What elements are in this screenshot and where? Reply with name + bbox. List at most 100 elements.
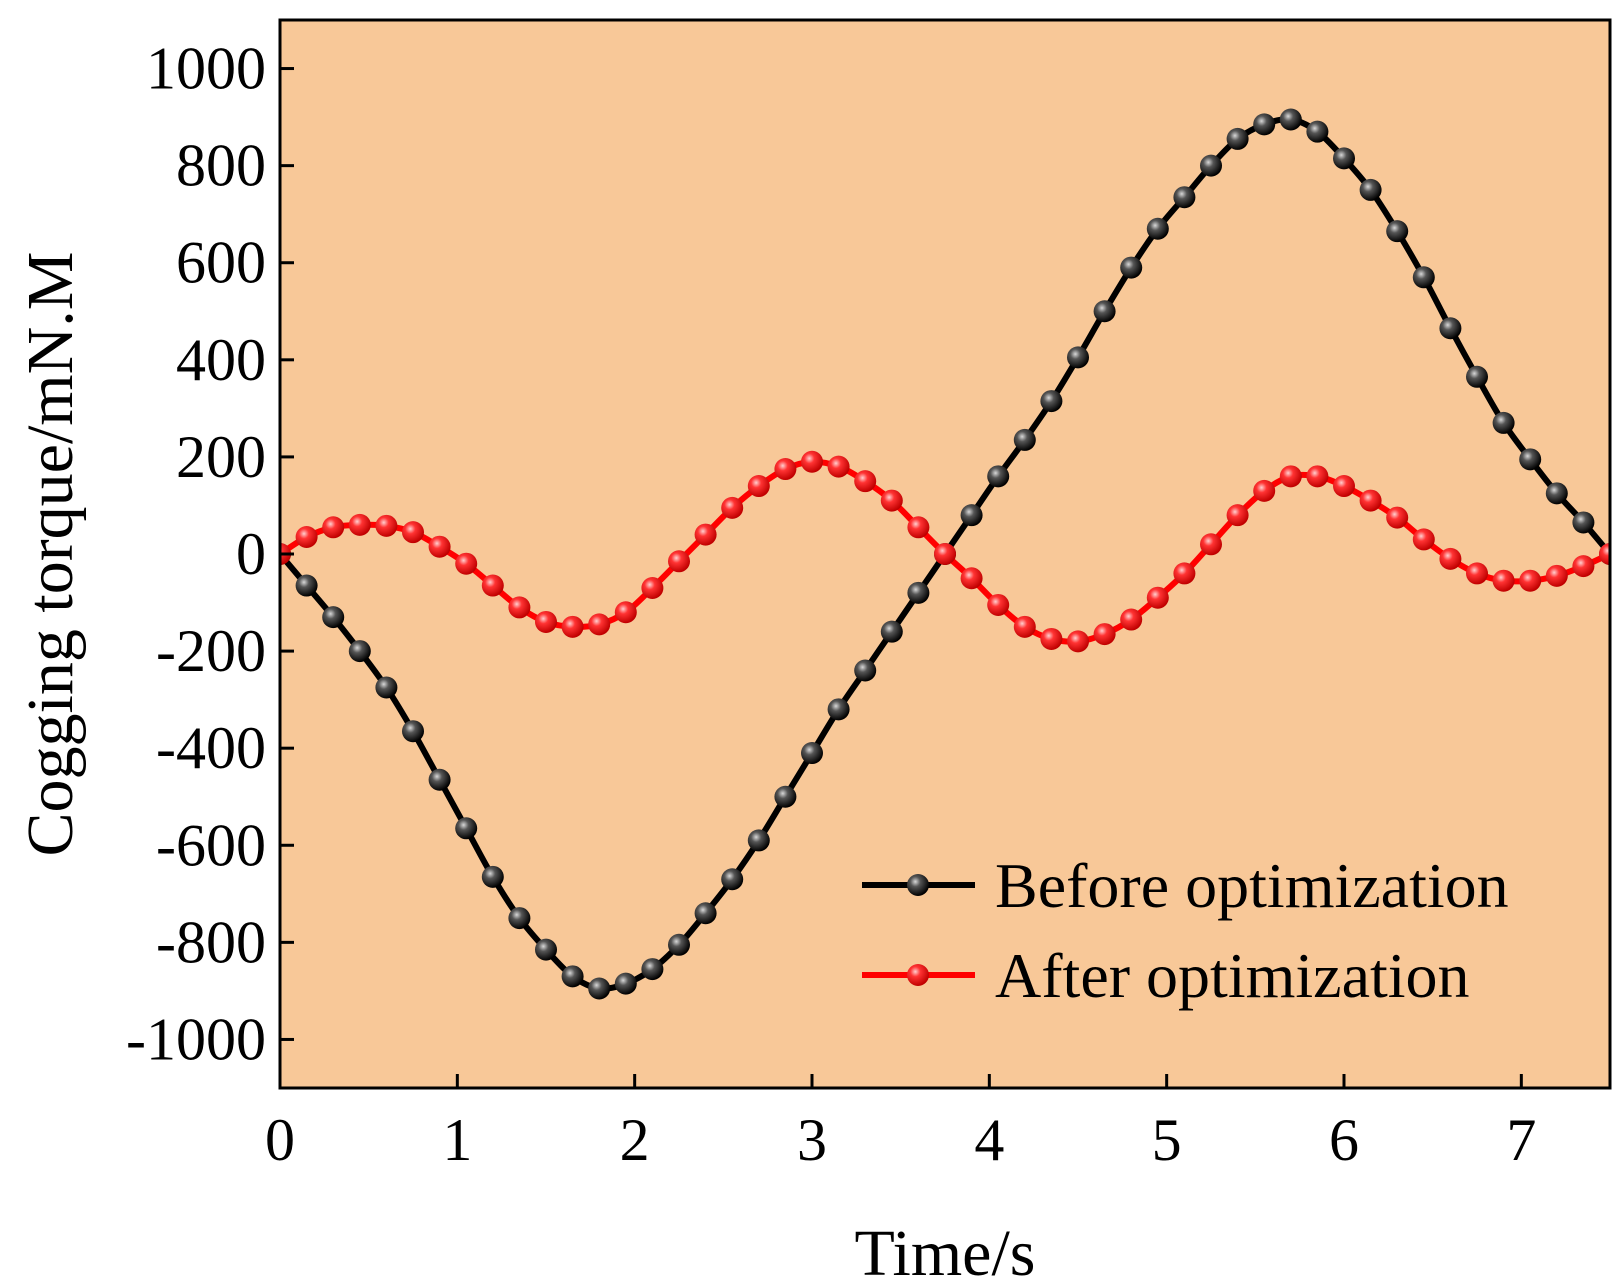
data-point-after-optimization	[1599, 543, 1610, 565]
data-point-before-optimization	[960, 504, 983, 527]
data-point-after-optimization	[428, 535, 451, 558]
data-point-before-optimization	[1173, 186, 1196, 209]
data-point-before-optimization	[1545, 482, 1568, 505]
data-point-after-optimization	[481, 574, 504, 597]
data-point-after-optimization	[1146, 586, 1169, 609]
data-point-before-optimization	[987, 465, 1010, 488]
data-point-after-optimization	[561, 615, 584, 638]
x-tick-label: 7	[1506, 1107, 1536, 1173]
data-point-after-optimization	[1279, 465, 1302, 488]
data-point-before-optimization	[1333, 147, 1355, 170]
data-point-after-optimization	[1439, 547, 1462, 570]
y-tick-label: 600	[176, 230, 266, 296]
data-point-after-optimization	[1253, 479, 1276, 502]
data-point-after-optimization	[1173, 562, 1196, 585]
data-point-before-optimization	[1040, 390, 1063, 413]
data-point-before-optimization	[481, 865, 504, 888]
data-point-before-optimization	[721, 868, 744, 891]
data-point-before-optimization	[1439, 317, 1462, 340]
data-point-after-optimization	[295, 526, 318, 549]
data-point-after-optimization	[375, 514, 398, 537]
legend-label-before-optimization: Before optimization	[995, 850, 1509, 921]
data-point-after-optimization	[1492, 569, 1515, 592]
y-tick-label: 200	[176, 424, 266, 490]
data-point-before-optimization	[1146, 217, 1169, 240]
data-point-after-optimization	[987, 593, 1010, 616]
data-point-after-optimization	[641, 576, 664, 599]
data-point-before-optimization	[827, 698, 850, 721]
data-point-after-optimization	[348, 513, 371, 536]
data-point-after-optimization	[588, 613, 611, 636]
data-point-after-optimization	[721, 496, 744, 519]
data-point-after-optimization	[322, 516, 345, 539]
data-point-before-optimization	[880, 620, 903, 643]
data-point-after-optimization	[801, 450, 823, 473]
data-point-after-optimization	[934, 543, 956, 565]
y-tick-label: -200	[156, 618, 266, 684]
y-tick-label: 1000	[146, 36, 266, 102]
x-tick-label: 5	[1152, 1107, 1182, 1173]
data-point-after-optimization	[880, 489, 903, 512]
data-point-before-optimization	[641, 958, 664, 981]
x-tick-label: 3	[797, 1107, 827, 1173]
data-point-before-optimization	[1200, 154, 1222, 177]
data-point-after-optimization	[1040, 627, 1063, 650]
data-point-before-optimization	[1306, 120, 1329, 143]
data-point-before-optimization	[1359, 178, 1382, 201]
data-point-before-optimization	[854, 659, 877, 682]
data-point-after-optimization	[1359, 489, 1382, 512]
data-point-before-optimization	[535, 938, 557, 961]
data-point-after-optimization	[1386, 506, 1409, 529]
data-point-before-optimization	[907, 581, 930, 604]
data-point-after-optimization	[1412, 528, 1435, 551]
data-point-after-optimization	[455, 552, 478, 575]
data-point-before-optimization	[348, 640, 371, 663]
y-tick-label: 0	[236, 521, 266, 587]
y-tick-label: -600	[156, 812, 266, 878]
data-point-after-optimization	[907, 516, 930, 539]
data-point-before-optimization	[561, 965, 584, 988]
data-point-after-optimization	[1306, 465, 1329, 488]
legend-marker-after-optimization	[907, 964, 929, 986]
data-point-before-optimization	[508, 907, 531, 930]
data-point-after-optimization	[508, 596, 531, 619]
data-point-before-optimization	[668, 933, 690, 956]
data-point-before-optimization	[747, 829, 770, 852]
data-point-after-optimization	[1226, 504, 1249, 527]
data-point-before-optimization	[1067, 346, 1089, 369]
data-point-before-optimization	[588, 977, 611, 1000]
data-point-after-optimization	[535, 610, 557, 633]
x-tick-label: 0	[265, 1107, 295, 1173]
data-point-after-optimization	[694, 523, 717, 546]
y-tick-label: 400	[176, 327, 266, 393]
x-tick-label: 1	[442, 1107, 472, 1173]
data-point-after-optimization	[1013, 615, 1036, 638]
data-point-before-optimization	[1386, 220, 1409, 243]
y-tick-label: -800	[156, 909, 266, 975]
data-point-before-optimization	[295, 574, 318, 597]
data-point-before-optimization	[1093, 300, 1116, 323]
data-point-before-optimization	[1253, 113, 1276, 136]
data-point-after-optimization	[1545, 564, 1568, 587]
data-point-before-optimization	[1013, 428, 1036, 451]
data-point-after-optimization	[1572, 555, 1595, 578]
data-point-after-optimization	[1466, 562, 1488, 585]
data-point-before-optimization	[1519, 448, 1542, 471]
data-point-before-optimization	[402, 720, 424, 743]
x-axis-title: Time/s	[855, 1217, 1036, 1287]
data-point-before-optimization	[1572, 511, 1595, 534]
data-point-before-optimization	[455, 817, 478, 840]
data-point-before-optimization	[694, 902, 717, 925]
data-point-before-optimization	[1412, 266, 1435, 289]
data-point-before-optimization	[375, 676, 398, 699]
data-point-before-optimization	[428, 768, 451, 791]
data-point-after-optimization	[1333, 475, 1355, 498]
data-point-before-optimization	[614, 972, 637, 995]
data-point-after-optimization	[668, 550, 690, 573]
y-tick-label: -400	[156, 715, 266, 781]
data-point-after-optimization	[827, 455, 850, 478]
legend-label-after-optimization: After optimization	[995, 940, 1470, 1011]
data-point-after-optimization	[614, 601, 637, 624]
data-point-after-optimization	[774, 458, 797, 481]
data-point-before-optimization	[322, 606, 345, 629]
